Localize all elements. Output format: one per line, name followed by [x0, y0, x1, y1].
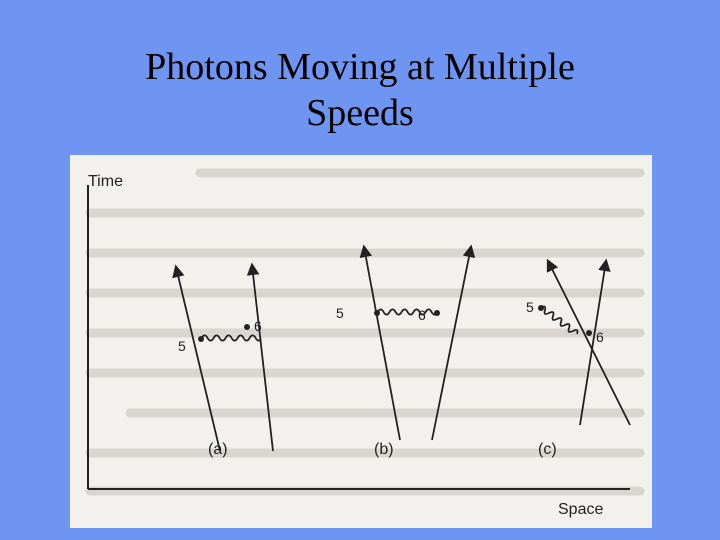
space-axis-label: Space [558, 501, 603, 518]
time-axis-label: Time [88, 173, 123, 190]
panel-c-line-right [579, 258, 611, 426]
panel-b-caption: (b) [374, 441, 394, 458]
panel-c [540, 258, 631, 426]
panel-b-label-6: 6 [418, 307, 426, 323]
panel-b-line-right [431, 244, 476, 441]
title-line-1: Photons Moving at Multiple [145, 46, 575, 88]
panel-a-photon [200, 334, 262, 342]
panel-a-label-5: 5 [178, 338, 186, 354]
panel-b-event-5 [374, 310, 380, 316]
background-texture [85, 168, 645, 496]
panel-a-line-right [246, 262, 274, 452]
panel-a-label-6: 6 [254, 318, 262, 334]
panel-b [359, 244, 476, 441]
feynman-diagram-figure: Time Space 5 6 (a) 5 6 (b) [70, 155, 652, 528]
panel-c-line-left [546, 258, 631, 426]
diagram-svg: Time Space 5 6 (a) 5 6 (b) [85, 168, 645, 518]
panel-a-event-5 [198, 336, 204, 342]
panel-a [172, 262, 274, 452]
panel-a-caption: (a) [208, 441, 228, 458]
panel-c-label-5: 5 [526, 299, 534, 315]
panel-b-label-5: 5 [336, 305, 344, 321]
slide-title: Photons Moving at Multiple Speeds [0, 44, 720, 136]
panel-a-line-left [172, 264, 221, 452]
panel-b-event-6 [434, 310, 440, 316]
panel-c-caption: (c) [538, 441, 557, 458]
panel-b-line-left [359, 244, 401, 441]
panel-c-event-6 [586, 330, 592, 336]
panel-c-photon [540, 305, 579, 335]
panel-c-label-6: 6 [596, 329, 604, 345]
panel-a-event-6 [244, 324, 250, 330]
panel-c-event-5 [538, 305, 544, 311]
panel-b-photon [376, 308, 438, 316]
title-line-2: Speeds [306, 92, 414, 134]
